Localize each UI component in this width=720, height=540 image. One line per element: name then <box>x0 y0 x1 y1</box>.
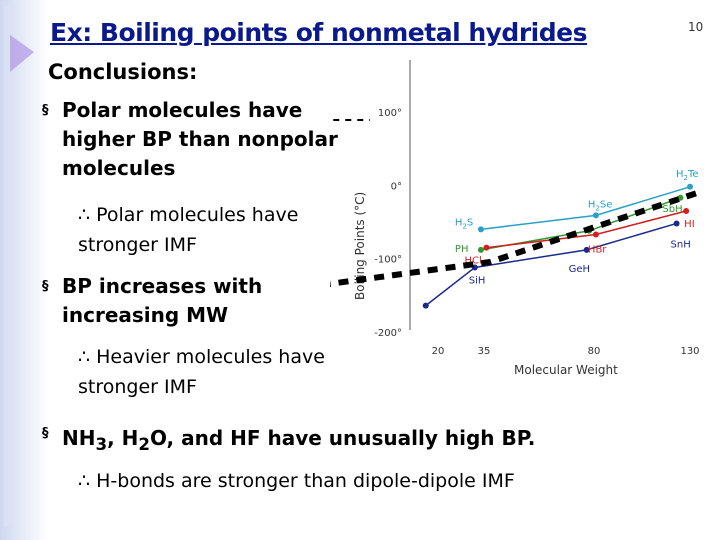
bullet-hbond-text: NH3, H2O, and HF have unusually high BP. <box>62 426 536 454</box>
bullet-icon: § <box>42 426 49 441</box>
sub-polar: ∴ Polar molecules have stronger IMF <box>78 204 299 256</box>
y-tick-label: 100° <box>378 108 402 119</box>
x-tick-label: 35 <box>478 346 491 357</box>
sub-hbond: ∴ H-bonds are stronger than dipole-dipol… <box>78 470 515 492</box>
data-point <box>673 220 680 227</box>
data-label: SnH <box>671 239 691 250</box>
data-label: GeH <box>569 264 590 275</box>
x-tick-label: 80 <box>588 346 601 357</box>
sub-mw: ∴ Heavier molecules have stronger IMF <box>78 346 325 398</box>
data-point <box>687 183 693 190</box>
data-label: HBr <box>588 244 607 255</box>
bullet-icon: § <box>42 103 49 118</box>
series-line-group14 <box>425 222 677 307</box>
side-decoration <box>0 0 48 540</box>
bullet-polar-text: Polar molecules have higher BP than nonp… <box>62 98 338 180</box>
x-tick-label: 130 <box>680 346 699 357</box>
slide-title: Ex: Boiling points of nonmetal hydrides <box>50 18 587 47</box>
series-line-group15 <box>480 197 681 251</box>
data-point <box>477 246 484 253</box>
data-point <box>592 231 599 238</box>
bullet-polar: § Polar molecules have higher BP than no… <box>42 96 342 183</box>
y-tick-label: 0° <box>391 181 402 192</box>
data-label: H2Te <box>676 169 699 182</box>
data-label: H2S <box>455 217 473 230</box>
data-point <box>422 302 429 309</box>
data-point <box>483 244 490 251</box>
bullet-mw-text: BP increases with increasing MW <box>62 274 263 327</box>
y-tick-label: -200° <box>374 328 402 339</box>
bullet-icon: § <box>42 279 49 294</box>
data-point <box>683 208 690 214</box>
boiling-point-chart: Boiling Points (°C) Molecular Weight 100… <box>330 60 701 377</box>
x-tick-label: 20 <box>432 346 445 357</box>
dashed-connector <box>330 119 370 122</box>
data-point <box>583 246 590 253</box>
dashed-overlay-line <box>330 189 701 287</box>
y-tick-label: -100° <box>374 255 402 266</box>
data-label: HI <box>684 219 694 230</box>
slide-number: 10 <box>688 20 704 34</box>
conclusions-heading: Conclusions: <box>48 60 198 84</box>
y-axis-label: Boiling Points (°C) <box>353 192 367 300</box>
x-axis-label: Molecular Weight <box>514 363 618 377</box>
data-point <box>592 212 599 219</box>
data-label: SbH <box>662 204 682 215</box>
data-label: H2Se <box>588 199 613 212</box>
bullet-mw: § BP increases with increasing MW <box>42 272 342 330</box>
data-label: PH <box>455 244 469 255</box>
data-point <box>477 226 484 233</box>
data-label: HCl <box>464 256 481 267</box>
data-label: SiH <box>469 275 486 286</box>
bullet-hbond: § NH3, H2O, and HF have unusually high B… <box>42 426 535 454</box>
